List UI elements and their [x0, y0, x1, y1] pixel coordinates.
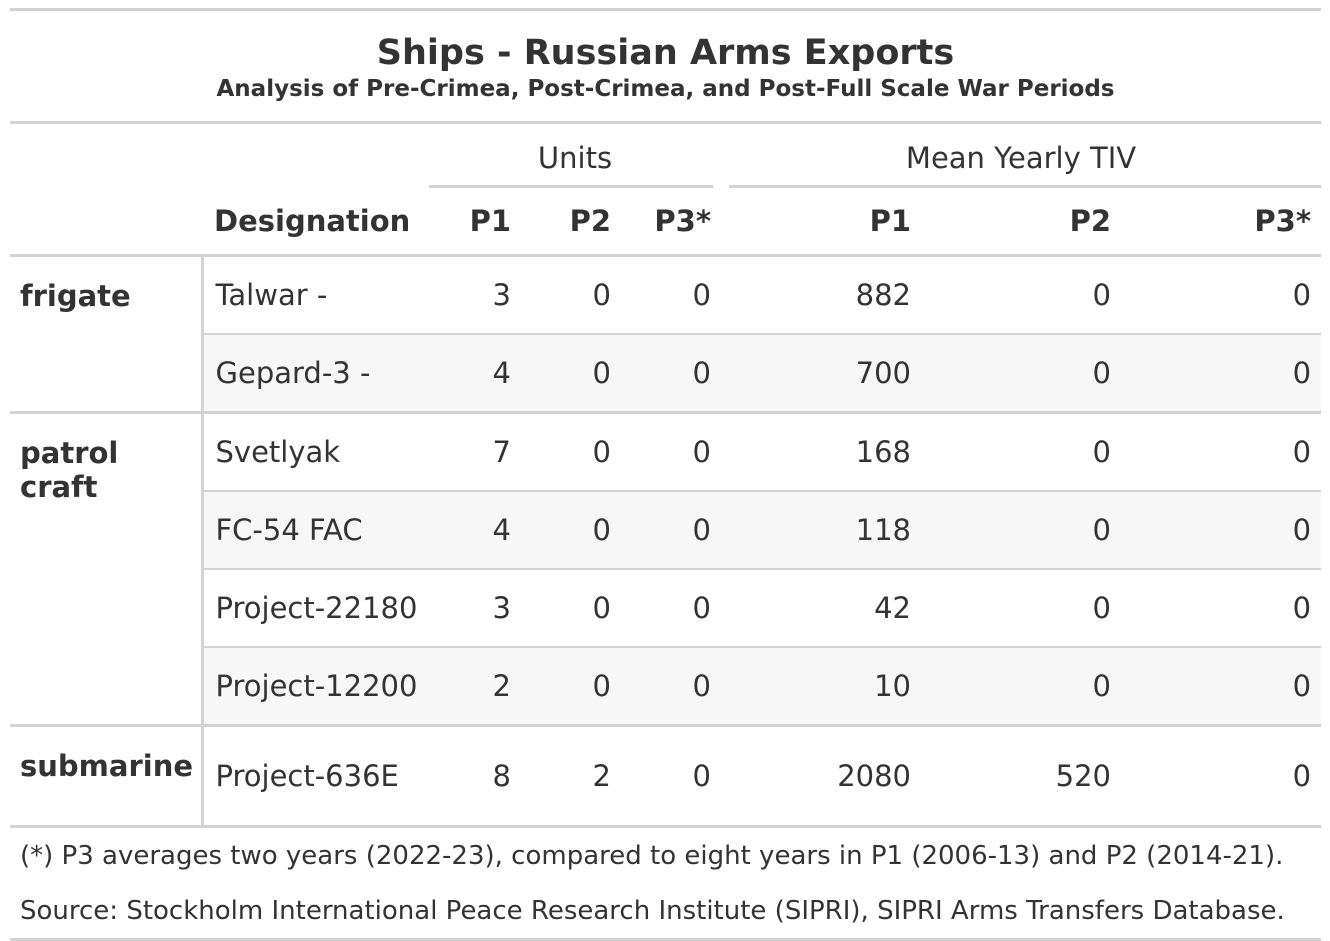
- cell-u-p3: 0: [621, 568, 721, 647]
- cell-designation: Project-12200: [202, 646, 429, 726]
- table-row: FC-54 FAC 4 0 0 118 0 0: [10, 490, 1322, 569]
- cell-t-p2: 0: [921, 646, 1121, 726]
- spanner-units: Units: [429, 124, 721, 188]
- table-notes: (*) P3 averages two years (2022-23), com…: [10, 828, 1321, 938]
- cell-t-p2: 0: [921, 568, 1121, 647]
- cell-u-p2: 0: [521, 490, 621, 569]
- cell-u-p3: 0: [621, 490, 721, 569]
- cell-t-p1: 700: [721, 333, 921, 413]
- table-body: frigate Talwar -3 0 0 882 0 0 Gepard-3 -4 0 0 700 0…: [10, 254, 1322, 828]
- cell-t-p1: 10: [721, 646, 921, 726]
- row-group-label: frigate: [10, 254, 204, 413]
- cell-t-p1: 42: [721, 568, 921, 647]
- col-header-units-p2: P2: [569, 204, 611, 238]
- cell-u-p2: 0: [521, 646, 621, 726]
- table-row: Project-12200 2 0 0 10 0 0: [10, 646, 1322, 726]
- cell-u-p2: 2: [521, 724, 621, 828]
- cell-t-p2: 520: [921, 724, 1121, 828]
- col-header-tiv-p2: P2: [1069, 204, 1111, 238]
- cell-u-p1: 2: [429, 646, 521, 726]
- table-title: Ships - Russian Arms Exports: [376, 33, 955, 73]
- cell-u-p1: 3: [429, 568, 521, 647]
- table-row: frigate Talwar -3 0 0 882 0 0: [10, 254, 1322, 413]
- table-row: Gepard-3 -4 0 0 700 0 0: [10, 333, 1322, 413]
- cell-u-p2: 0: [521, 333, 621, 413]
- cell-t-p3: 0: [1121, 568, 1322, 647]
- cell-u-p1: 7: [429, 411, 521, 491]
- data-table: Units Mean Yearly TIV Designation P1 P2 …: [10, 124, 1322, 828]
- table-row: Project-22180 3 0 0 42 0 0: [10, 568, 1322, 647]
- cell-u-p2: 0: [521, 568, 621, 647]
- top-rule: [10, 8, 1321, 11]
- source-note: Source: Stockholm International Peace Re…: [20, 896, 1285, 926]
- cell-u-p3: 0: [621, 724, 721, 828]
- cell-t-p3: 0: [1121, 333, 1322, 413]
- table-row: submarine Project-636E 8 2 0 2080 520 0: [10, 724, 1322, 828]
- cell-u-p1: 8: [429, 724, 521, 828]
- cell-t-p2: 0: [921, 254, 1121, 334]
- cell-u-p2: 0: [521, 254, 621, 334]
- cell-designation: Gepard-3 -: [202, 333, 429, 413]
- cell-designation: Project-22180: [202, 568, 429, 647]
- cell-u-p1: 4: [429, 333, 521, 413]
- cell-t-p2: 0: [921, 333, 1121, 413]
- col-header-units-p1: P1: [469, 204, 511, 238]
- cell-t-p3: 0: [1121, 411, 1322, 491]
- cell-u-p1: 3: [429, 254, 521, 334]
- cell-t-p2: 0: [921, 490, 1121, 569]
- col-header-group: [10, 188, 202, 256]
- cell-t-p2: 0: [921, 411, 1121, 491]
- cell-designation: Project-636E: [202, 724, 429, 828]
- cell-u-p1: 4: [429, 490, 521, 569]
- row-group-label: submarine: [10, 724, 204, 828]
- cell-u-p3: 0: [621, 254, 721, 334]
- table-subtitle: Analysis of Pre-Crimea, Post-Crimea, and…: [216, 76, 1115, 102]
- table-row: patrol craft Svetlyak 7 0 0 168 0 0: [10, 411, 1322, 726]
- cell-u-p3: 0: [621, 411, 721, 491]
- cell-t-p1: 882: [721, 254, 921, 334]
- cell-designation: Svetlyak: [202, 411, 429, 491]
- table-container: Ships - Russian Arms Exports Analysis of…: [10, 8, 1322, 941]
- cell-t-p1: 168: [721, 411, 921, 491]
- cell-u-p2: 0: [521, 411, 621, 491]
- cell-u-p3: 0: [621, 333, 721, 413]
- col-header-designation: Designation: [214, 204, 411, 238]
- cell-t-p3: 0: [1121, 254, 1322, 334]
- col-header-tiv-p3: P3*: [1254, 204, 1312, 238]
- heading-rule: [10, 121, 1321, 124]
- col-header-units-p3: P3*: [654, 204, 711, 238]
- cell-designation: Talwar -: [202, 254, 429, 334]
- cell-designation: FC-54 FAC: [202, 490, 429, 569]
- cell-t-p1: 118: [721, 490, 921, 569]
- cell-t-p3: 0: [1121, 646, 1322, 726]
- footnote: (*) P3 averages two years (2022-23), com…: [20, 841, 1284, 871]
- cell-t-p3: 0: [1121, 490, 1322, 569]
- row-group-label: patrol craft: [10, 411, 204, 726]
- cell-t-p3: 0: [1121, 724, 1322, 828]
- col-header-tiv-p1: P1: [869, 204, 911, 238]
- cell-u-p3: 0: [621, 646, 721, 726]
- spanner-tiv: Mean Yearly TIV: [721, 124, 1322, 188]
- cell-t-p1: 2080: [721, 724, 921, 828]
